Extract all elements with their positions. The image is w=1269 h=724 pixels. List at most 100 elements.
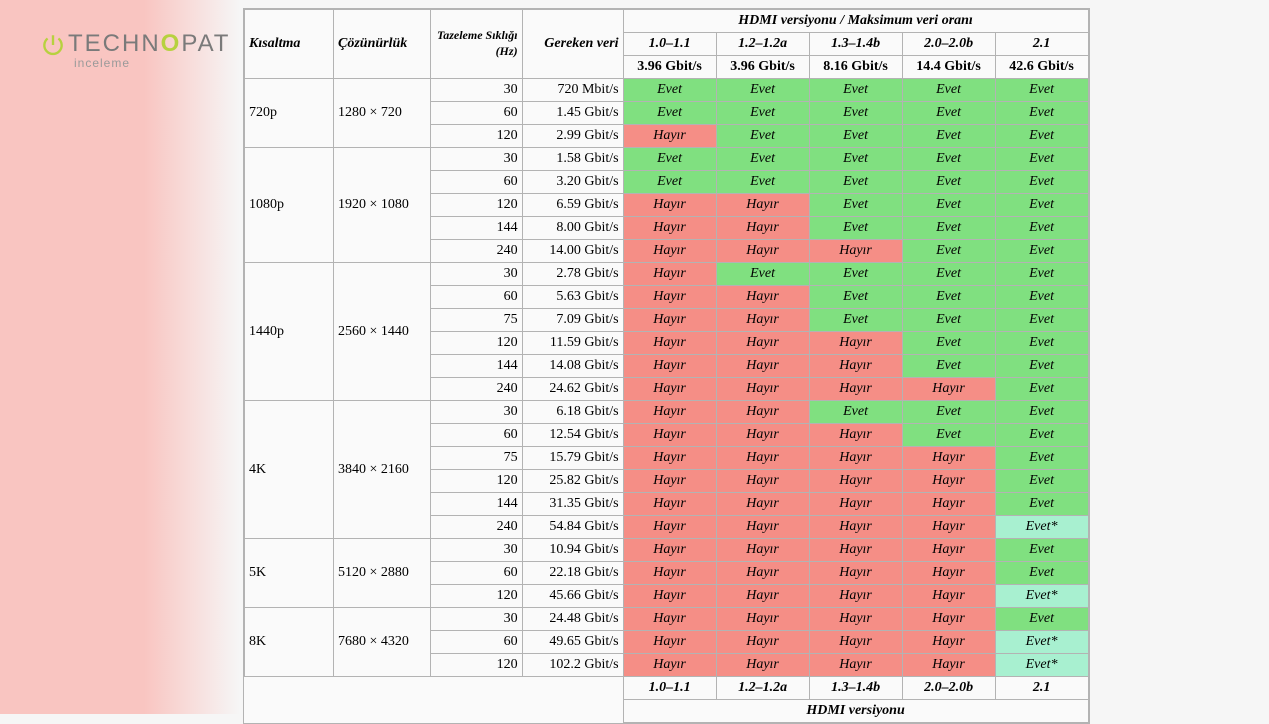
- support-cell: Evet: [809, 286, 902, 309]
- support-cell: Hayır: [716, 309, 809, 332]
- support-cell: Evet: [623, 102, 716, 125]
- support-cell: Evet: [902, 194, 995, 217]
- support-cell: Hayır: [902, 447, 995, 470]
- logo-text-pre: TECHN: [68, 30, 161, 57]
- hdmi-version-header: 1.3–1.4b: [809, 33, 902, 56]
- hdmi-version-header: 2.0–2.0b: [902, 33, 995, 56]
- support-cell: Evet: [995, 171, 1088, 194]
- hdmi-version-footer: 1.2–1.2a: [716, 677, 809, 700]
- support-cell: Evet: [995, 217, 1088, 240]
- resolution-value: 5120 × 2880: [334, 539, 431, 608]
- support-cell: Evet: [902, 286, 995, 309]
- support-cell: Hayır: [809, 654, 902, 677]
- support-cell: Evet: [995, 286, 1088, 309]
- support-cell: Hayır: [902, 585, 995, 608]
- required-bandwidth: 6.59 Gbit/s: [522, 194, 623, 217]
- refresh-hz: 120: [431, 585, 523, 608]
- support-cell: Hayır: [623, 401, 716, 424]
- required-bandwidth: 1.58 Gbit/s: [522, 148, 623, 171]
- required-bandwidth: 14.08 Gbit/s: [522, 355, 623, 378]
- hdmi-version-footer: 1.3–1.4b: [809, 677, 902, 700]
- support-cell: Hayır: [716, 608, 809, 631]
- refresh-hz: 120: [431, 194, 523, 217]
- support-cell: Evet: [716, 125, 809, 148]
- hdmi-version-header: 1.2–1.2a: [716, 33, 809, 56]
- refresh-hz: 120: [431, 332, 523, 355]
- support-cell: Hayır: [902, 654, 995, 677]
- support-cell: Evet: [995, 447, 1088, 470]
- support-cell: Hayır: [809, 424, 902, 447]
- support-cell: Hayır: [716, 493, 809, 516]
- support-cell: Hayır: [902, 539, 995, 562]
- support-cell: Hayır: [809, 355, 902, 378]
- hdmi-version-footer: 2.0–2.0b: [902, 677, 995, 700]
- support-cell: Evet: [809, 125, 902, 148]
- hdmi-version-header: 1.0–1.1: [623, 33, 716, 56]
- support-cell: Hayır: [716, 194, 809, 217]
- logo-text-post: PAT: [181, 30, 230, 57]
- background-gradient: [0, 0, 240, 714]
- support-cell: Evet: [902, 424, 995, 447]
- support-cell: Hayır: [623, 286, 716, 309]
- hdmi-rate-header: 8.16 Gbit/s: [809, 56, 902, 79]
- required-bandwidth: 24.48 Gbit/s: [522, 608, 623, 631]
- refresh-hz: 30: [431, 539, 523, 562]
- support-cell: Evet: [902, 79, 995, 102]
- refresh-hz: 30: [431, 79, 523, 102]
- resolution-value: 1280 × 720: [334, 79, 431, 148]
- support-cell: Hayır: [809, 470, 902, 493]
- support-cell: Hayır: [716, 355, 809, 378]
- required-bandwidth: 7.09 Gbit/s: [522, 309, 623, 332]
- support-cell: Hayır: [623, 378, 716, 401]
- support-cell: Hayır: [623, 194, 716, 217]
- refresh-hz: 30: [431, 263, 523, 286]
- refresh-hz: 144: [431, 217, 523, 240]
- required-bandwidth: 25.82 Gbit/s: [522, 470, 623, 493]
- hdmi-bandwidth-table: KısaltmaÇözünürlükTazeleme Sıklığı (Hz)G…: [243, 8, 1090, 724]
- support-cell: Hayır: [809, 585, 902, 608]
- support-cell: Evet: [995, 148, 1088, 171]
- power-icon: [40, 32, 66, 58]
- support-cell: Hayır: [623, 263, 716, 286]
- support-cell: Evet*: [995, 516, 1088, 539]
- support-cell: Hayır: [623, 539, 716, 562]
- support-cell: Evet: [809, 401, 902, 424]
- support-cell: Hayır: [809, 539, 902, 562]
- support-cell: Evet: [809, 102, 902, 125]
- support-cell: Evet: [809, 79, 902, 102]
- refresh-hz: 240: [431, 240, 523, 263]
- support-cell: Evet: [995, 562, 1088, 585]
- required-bandwidth: 31.35 Gbit/s: [522, 493, 623, 516]
- support-cell: Hayır: [716, 217, 809, 240]
- refresh-hz: 120: [431, 125, 523, 148]
- support-cell: Hayır: [623, 631, 716, 654]
- refresh-hz: 240: [431, 378, 523, 401]
- refresh-hz: 75: [431, 309, 523, 332]
- refresh-hz: 144: [431, 355, 523, 378]
- support-cell: Evet: [623, 79, 716, 102]
- resolution-short: 1440p: [245, 263, 334, 401]
- support-cell: Evet: [809, 309, 902, 332]
- table-row: 1440p2560 × 1440302.78 Gbit/sHayırEvetEv…: [245, 263, 1089, 286]
- support-cell: Hayır: [623, 470, 716, 493]
- support-cell: Hayır: [716, 631, 809, 654]
- support-cell: Hayır: [716, 539, 809, 562]
- support-cell: Evet: [995, 470, 1088, 493]
- support-cell: Evet: [809, 148, 902, 171]
- logo-subtitle: inceleme: [74, 56, 230, 70]
- support-cell: Evet: [902, 171, 995, 194]
- support-cell: Evet: [995, 424, 1088, 447]
- refresh-hz: 30: [431, 608, 523, 631]
- support-cell: Hayır: [902, 470, 995, 493]
- support-cell: Evet: [809, 217, 902, 240]
- required-bandwidth: 2.78 Gbit/s: [522, 263, 623, 286]
- resolution-short: 4K: [245, 401, 334, 539]
- support-cell: Evet: [995, 194, 1088, 217]
- required-bandwidth: 54.84 Gbit/s: [522, 516, 623, 539]
- support-cell: Evet: [809, 171, 902, 194]
- support-cell: Evet: [902, 332, 995, 355]
- support-cell: Hayır: [716, 470, 809, 493]
- support-cell: Hayır: [716, 401, 809, 424]
- support-cell: Hayır: [902, 608, 995, 631]
- support-cell: Hayır: [623, 608, 716, 631]
